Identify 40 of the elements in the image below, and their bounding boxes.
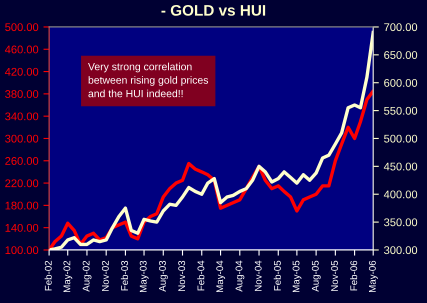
y2-tick-label: 650.00 [384,51,418,59]
x-tick-label: May-03 [140,260,149,292]
x-tick-label: Aug-05 [312,260,321,292]
x-tick-label: May-02 [63,260,72,292]
y2-tick-label: 400.00 [384,190,418,198]
x-tick-label: Nov-04 [254,260,262,291]
y-tick-label: 180.00 [6,202,38,210]
y-tick-label: 260.00 [5,157,38,165]
x-tick-label: Nov-03 [178,260,186,291]
x-tick-label: Aug-02 [82,260,92,292]
y2-tick-label: 500.00 [384,134,418,143]
x-tick-label: Nov-02 [102,260,109,291]
x-tick-label: Aug-04 [236,260,244,292]
y-tick-label: 420.00 [4,68,38,76]
x-tick-label: Feb-06 [350,260,358,290]
y-tick-label: 220.00 [5,179,38,188]
y-tick-label: 460.00 [4,46,38,54]
y2-tick-label: 700.00 [384,23,418,32]
x-tick-label: Feb-03 [120,260,128,290]
annotation: Very strong correlation between rising gold prices and the HUI indeed!! [88,62,208,98]
x-tick-label: May-05 [292,260,302,292]
x-tick-label: May-04 [216,260,226,292]
y-tick-label: 140.00 [6,224,38,232]
y-tick-label: 340.00 [5,112,38,120]
y2-tick-label: 600.00 [384,78,418,87]
x-tick-label: Feb-05 [274,260,281,290]
chart-title: - GOLD vs HUI [161,4,266,16]
y-tick-label: 100.00 [6,246,38,254]
y-tick-label: 500.00 [5,23,38,32]
x-tick-label: Feb-04 [197,260,204,290]
x-tick-label: Feb-02 [44,260,52,290]
y-tick-label: 300.00 [5,134,38,143]
x-tick-label: Nov-05 [331,260,338,291]
y-tick-label: 380.00 [5,90,38,98]
x-tick-label: May-06 [368,260,378,292]
y2-tick-label: 300.00 [384,246,418,254]
x-tick-label: Aug-03 [158,260,168,292]
y2-tick-label: 350.00 [384,218,418,226]
y2-tick-label: 550.00 [384,106,418,115]
y2-tick-label: 450.00 [384,162,418,170]
